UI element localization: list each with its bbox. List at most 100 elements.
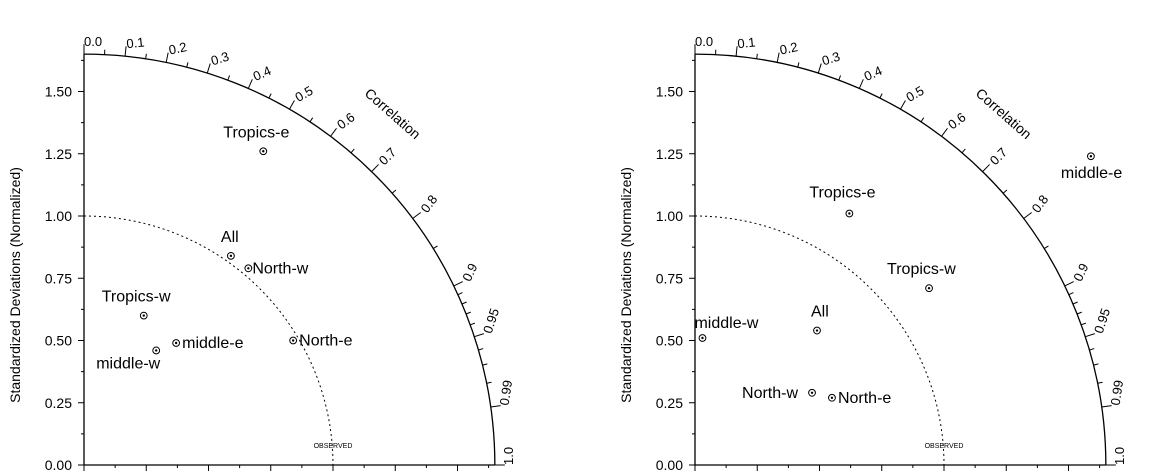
corr-tick xyxy=(288,100,295,110)
corr-tick-label: 0.9 xyxy=(459,261,480,284)
corr-tick xyxy=(247,79,253,89)
corr-minor-tick xyxy=(1002,189,1008,194)
corr-minor-tick xyxy=(1068,292,1074,296)
y-tick-label: 1.00 xyxy=(656,208,683,224)
y-tick-label: 1.50 xyxy=(656,84,683,100)
corr-minor-tick xyxy=(309,117,314,123)
data-point-center xyxy=(229,254,233,258)
y-tick-label: 0.75 xyxy=(45,270,72,286)
data-point-center xyxy=(262,150,265,153)
data-point-label: Tropics-w xyxy=(102,289,171,306)
data-point-center xyxy=(701,336,704,340)
data-point-label: All xyxy=(811,304,829,321)
corr-minor-tick xyxy=(1093,363,1099,366)
corr-minor-tick xyxy=(961,148,966,154)
corr-tick-label: 0.1 xyxy=(126,35,145,52)
corr-minor-tick xyxy=(838,75,842,81)
data-point-label: All xyxy=(221,229,239,246)
corr-tick xyxy=(858,79,864,89)
corr-tick xyxy=(124,46,127,57)
data-point-label: North-w xyxy=(742,385,798,402)
y-tick-label: 0.00 xyxy=(45,457,72,473)
corr-minor-tick xyxy=(1076,311,1082,315)
corr-tick xyxy=(206,63,211,74)
corr-tick xyxy=(412,212,421,219)
corr-tick xyxy=(165,52,169,63)
corr-tick-label: 0.0 xyxy=(695,34,713,49)
observed-arc xyxy=(83,215,334,466)
y-tick-label: 0.75 xyxy=(656,270,683,286)
corr-tick-label: 0.7 xyxy=(987,145,1010,168)
corr-minor-tick xyxy=(432,245,438,249)
corr-tick-label: 0.4 xyxy=(251,63,274,84)
correlation-label: Correlation xyxy=(362,85,424,142)
corr-tick-label: 0.5 xyxy=(292,83,315,105)
corr-tick-label: 0.95 xyxy=(480,306,502,335)
corr-tick-label: 0.0 xyxy=(84,34,102,49)
corr-tick xyxy=(735,46,738,57)
data-point-label: middle-e xyxy=(182,335,243,352)
corr-minor-tick xyxy=(461,301,467,305)
corr-tick xyxy=(941,128,948,137)
corr-minor-tick xyxy=(457,292,463,296)
corr-tick xyxy=(982,164,990,172)
data-point-center xyxy=(815,329,819,332)
corr-minor-tick xyxy=(470,322,476,326)
corr-minor-tick xyxy=(486,381,492,384)
corr-tick-label: 0.99 xyxy=(497,379,515,406)
correlation-arc xyxy=(83,53,496,466)
data-point-label: middle-e xyxy=(1061,165,1122,182)
corr-tick-label: 0.9 xyxy=(1070,261,1091,284)
y-tick-label: 0.50 xyxy=(45,333,72,349)
corr-tick-label: 1.0 xyxy=(501,447,516,465)
corr-tick xyxy=(817,63,822,74)
data-point-center xyxy=(174,341,178,345)
corr-minor-tick xyxy=(879,93,883,99)
data-point-center xyxy=(1089,155,1093,158)
y-tick-label: 0.00 xyxy=(656,457,683,473)
corr-minor-tick xyxy=(1081,322,1087,326)
data-point-label: North-e xyxy=(299,333,352,350)
corr-tick xyxy=(371,164,379,172)
data-point-center xyxy=(291,339,295,342)
corr-tick-label: 0.2 xyxy=(778,39,799,57)
data-point-center xyxy=(848,212,851,215)
corr-minor-tick xyxy=(797,62,800,68)
corr-tick-label: 0.1 xyxy=(737,35,756,52)
corr-minor-tick xyxy=(756,53,758,59)
y-tick-label: 1.25 xyxy=(656,146,683,162)
data-point-center xyxy=(155,349,158,352)
y-tick-label: 0.25 xyxy=(656,395,683,411)
corr-tick xyxy=(899,100,906,110)
y-tick-label: 1.25 xyxy=(45,146,72,162)
y-tick-label: 0.50 xyxy=(656,333,683,349)
data-point-center xyxy=(927,287,931,290)
corr-minor-tick xyxy=(465,311,471,315)
corr-tick xyxy=(1064,281,1074,287)
corr-minor-tick xyxy=(268,93,272,99)
corr-tick xyxy=(474,333,484,338)
corr-tick-label: 0.3 xyxy=(820,49,842,69)
observed-label: OBSERVED xyxy=(314,443,353,450)
data-point-label: Tropics-e xyxy=(809,185,875,202)
corr-tick xyxy=(776,52,780,63)
data-point-label: North-e xyxy=(838,390,891,407)
taylor-diagram-right: 0.00 0.25 0.50 0.75 1.00 1.25 1.50 0.0 0.1 0.2 0.3… xyxy=(618,34,1127,473)
corr-tick xyxy=(1101,405,1112,408)
corr-tick-label: 0.5 xyxy=(903,83,926,105)
taylor-diagram-left: 0.00 0.25 0.50 0.75 1.00 1.25 1.50 0.0 0.1 0.2 0.3… xyxy=(7,34,516,473)
data-point-center xyxy=(830,396,834,399)
corr-tick xyxy=(490,405,501,408)
corr-minor-tick xyxy=(1089,348,1095,351)
corr-minor-tick xyxy=(350,148,355,154)
corr-tick-label: 0.8 xyxy=(1028,192,1051,215)
data-point-label: North-w xyxy=(252,260,308,277)
data-point-label: Tropics-w xyxy=(887,261,956,278)
y-tick-label: 1.00 xyxy=(45,208,72,224)
corr-minor-tick xyxy=(145,53,147,59)
data-point-center xyxy=(142,314,145,317)
corr-tick-label: 0.4 xyxy=(862,63,885,84)
corr-tick xyxy=(330,128,337,137)
y-tick-label: 0.25 xyxy=(45,395,72,411)
